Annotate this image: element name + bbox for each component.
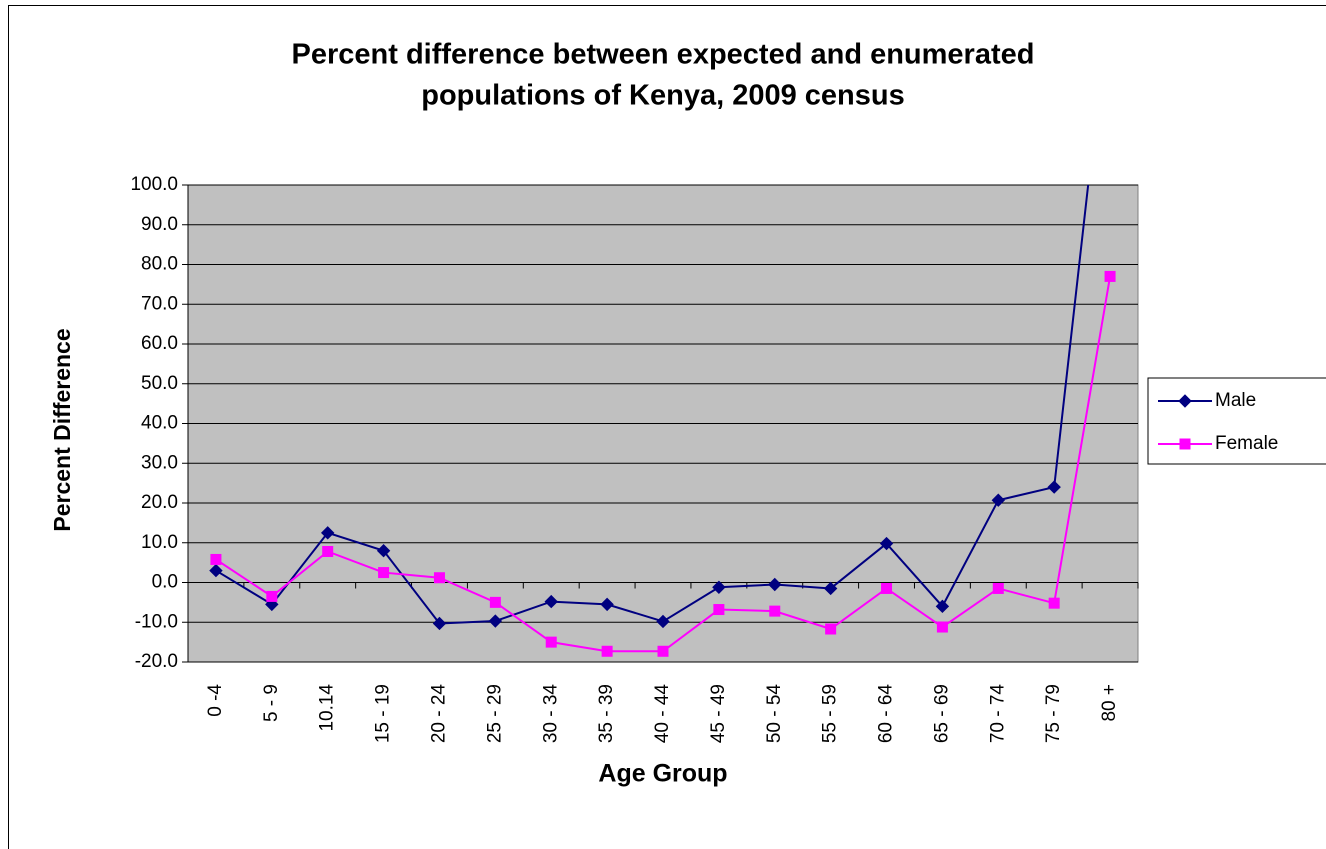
data-point [713,604,725,616]
data-point [825,623,837,635]
plot-clip [209,185,1116,657]
data-point [378,567,390,579]
data-point [823,581,838,596]
data-point [600,597,614,612]
x-tick-label: 40 - 44 [652,684,673,744]
data-point [433,572,445,584]
data-point [768,577,782,592]
data-point [376,543,391,558]
x-tick-label: 80 + [1099,684,1120,722]
data-point [936,621,948,633]
data-point [489,596,501,608]
data-point [712,580,726,594]
data-point [881,582,893,594]
x-tick-label: 35 - 39 [596,684,617,743]
data-point [991,493,1006,507]
x-tick-label: 60 - 64 [876,684,897,744]
data-point [1047,480,1061,494]
data-point [488,614,503,628]
data-point [544,594,558,609]
y-axis-title: Percent Difference [49,328,75,531]
chart-title: Percent difference between expected and … [292,39,1035,71]
data-point [601,645,613,657]
x-tick-label: 70 - 74 [987,684,1008,744]
legend-box [1147,377,1326,465]
legend-marker [1179,438,1191,450]
y-tick-label: 100.0 [130,174,178,195]
y-tick-label: 50.0 [141,373,178,394]
x-tick-label: 65 - 69 [931,684,952,743]
data-point [545,636,557,648]
x-axis-title: Age Group [598,760,727,788]
data-point [1048,597,1060,609]
data-point [432,616,447,631]
chart-title: populations of Kenya, 2009 census [421,80,904,112]
y-tick-label: 30.0 [141,452,178,473]
x-tick-label: 20 - 24 [428,684,449,744]
data-point [210,553,222,565]
legend-label: Female [1215,433,1278,454]
y-tick-label: 10.0 [141,532,178,553]
y-tick-label: 60.0 [141,333,178,354]
y-tick-label: -20.0 [135,651,178,672]
x-tick-label: 45 - 49 [708,684,729,743]
y-tick-label: 80.0 [141,254,178,275]
legend-label: Male [1215,390,1256,411]
data-point [322,545,334,557]
y-tick-label: 70.0 [141,293,178,314]
data-point [209,563,223,578]
data-point [769,605,781,617]
legend-marker [1178,394,1192,408]
y-tick-label: 20.0 [141,492,178,513]
x-tick-label: 5 - 9 [261,684,282,722]
data-point [1104,270,1116,282]
data-point [320,526,335,540]
data-point [657,645,669,657]
x-tick-label: 55 - 59 [820,684,841,743]
x-tick-label: 0 -4 [205,684,226,717]
x-tick-label: 25 - 29 [484,684,505,743]
x-tick-label: 50 - 54 [764,684,785,744]
data-point [266,590,278,602]
y-tick-label: 90.0 [141,214,178,235]
y-tick-label: 40.0 [141,413,178,434]
x-tick-label: 30 - 34 [540,684,561,744]
data-point [879,536,894,551]
x-tick-label: 10.14 [317,684,338,732]
x-tick-label: 15 - 19 [373,684,394,743]
x-tick-label: 75 - 79 [1043,684,1064,743]
data-point [656,614,670,629]
data-point [935,599,950,614]
data-point [992,582,1004,594]
y-tick-label: -10.0 [135,611,178,632]
y-tick-label: 0.0 [152,572,178,593]
